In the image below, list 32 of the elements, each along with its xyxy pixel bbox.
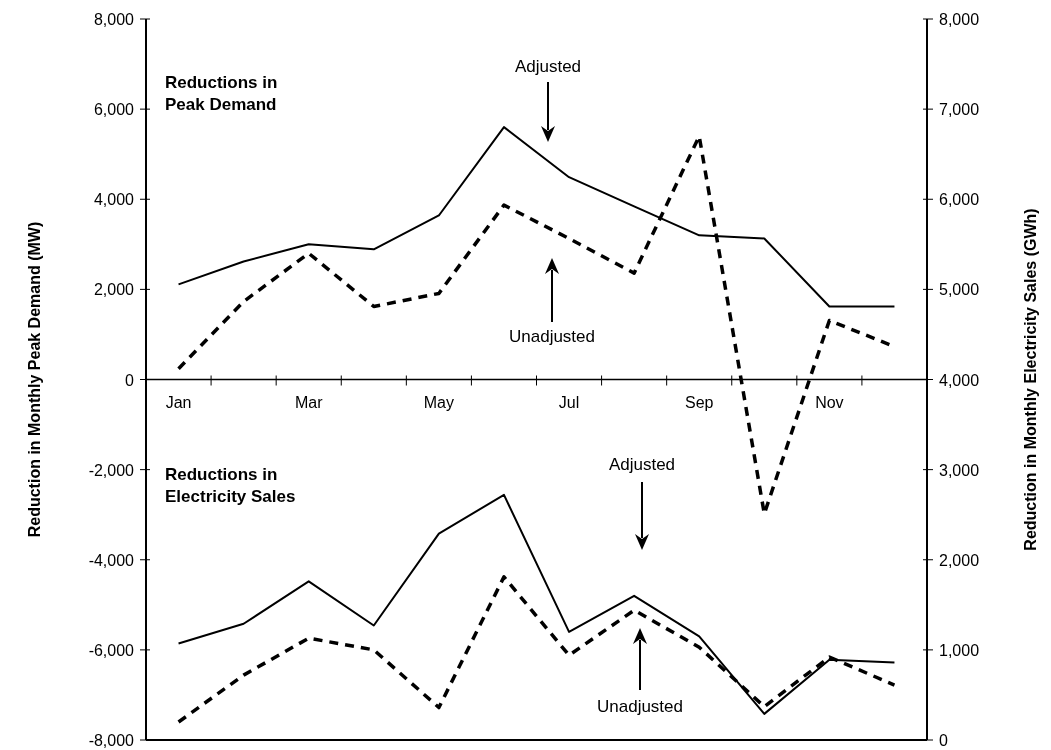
annotation: Reductions in Electricity Sales	[165, 465, 296, 506]
y2-tick-label: 7,000	[939, 101, 980, 119]
y2-tick-label: 8,000	[939, 11, 980, 28]
y2-tick-label: 5,000	[939, 281, 980, 299]
y-tick-label: -8,000	[88, 732, 135, 749]
x-tick-label: Jan	[165, 393, 192, 411]
annotation: Unadjusted	[508, 327, 596, 346]
y-tick-label: -2,000	[88, 461, 135, 479]
x-tick-label: Nov	[815, 393, 844, 411]
y2-axis-title: Reduction in Monthly Electricity Sales (GWh)	[1022, 208, 1039, 551]
x-tick-label: Mar	[294, 393, 324, 411]
y-axis-title: Reduction in Monthly Peak Demand (MW)	[26, 221, 43, 538]
annotation: Adjusted	[608, 455, 676, 474]
y2-tick-label: 6,000	[939, 191, 980, 209]
y-tick-label: 4,000	[93, 191, 135, 209]
y-tick-label: 0	[125, 371, 135, 389]
y2-tick-label: 2,000	[939, 551, 980, 569]
y-tick-label: 6,000	[93, 101, 135, 119]
x-tick-label: Jul	[558, 393, 580, 411]
annotation: Adjusted	[514, 57, 582, 76]
y-tick-label: -6,000	[88, 641, 135, 659]
annotation: Reductions in Peak Demand	[165, 73, 278, 114]
y-tick-label: 8,000	[93, 11, 135, 28]
x-tick-label: May	[423, 393, 454, 411]
x-tick-label: Sep	[684, 393, 714, 411]
y2-tick-label: 3,000	[939, 461, 980, 479]
y-tick-label: 2,000	[93, 281, 135, 299]
y2-tick-label: 4,000	[939, 371, 980, 389]
y-tick-label: -4,000	[88, 551, 135, 569]
y2-tick-label: 0	[939, 732, 948, 749]
annotation: Unadjusted	[596, 697, 684, 716]
y2-tick-label: 1,000	[939, 641, 980, 659]
